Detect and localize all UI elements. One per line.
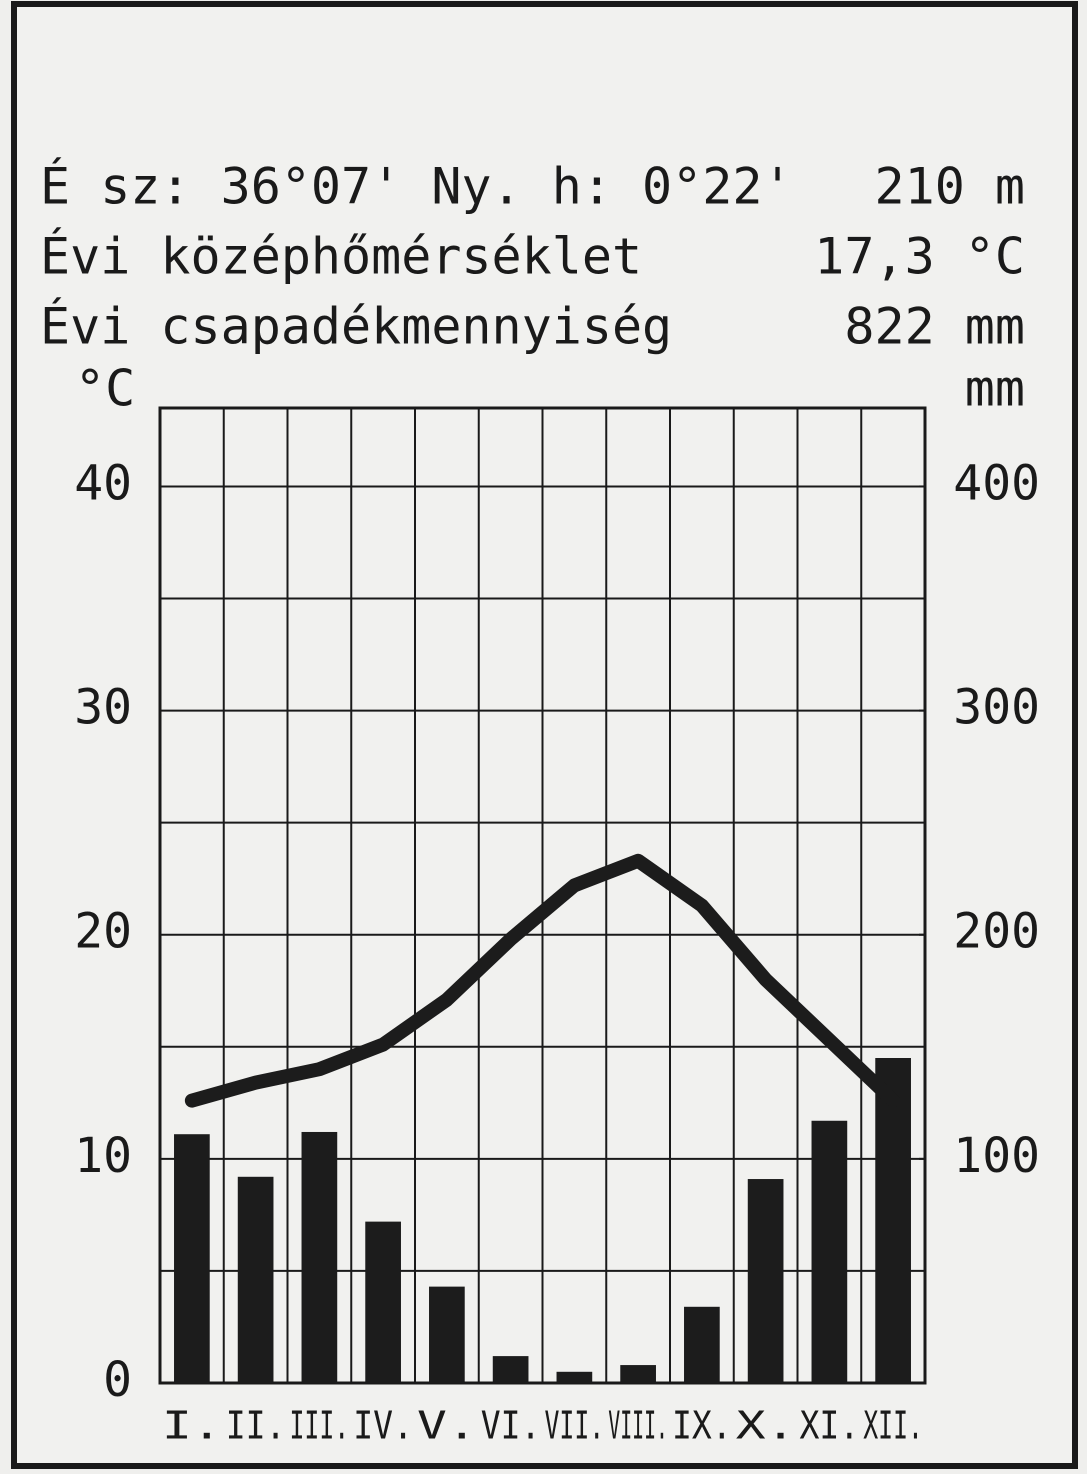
- annotation-value: 17,3 °C: [814, 228, 1025, 286]
- bar: [429, 1286, 465, 1383]
- x-tick-label: XI.: [800, 1404, 860, 1448]
- bar: [684, 1306, 720, 1383]
- x-tick-label: III.: [290, 1404, 350, 1448]
- y2-axis-label: mm: [965, 360, 1025, 418]
- bar: [620, 1365, 656, 1383]
- annotation-label: É sz: 36°07' Ny. h: 0°22': [40, 157, 793, 216]
- x-tick-label: IX.: [672, 1404, 732, 1448]
- annotation-value: 210 m: [874, 158, 1025, 216]
- y-axis-label: °C: [75, 360, 135, 418]
- annotation-value: 822 mm: [844, 298, 1025, 356]
- y-tick-label: 20: [74, 904, 132, 960]
- x-tick-label: IV.: [353, 1404, 413, 1448]
- x-tick-label: VIII.: [608, 1404, 668, 1448]
- x-tick-label: VI.: [481, 1404, 541, 1448]
- y-tick-label: 30: [74, 680, 132, 736]
- bar: [811, 1120, 848, 1383]
- bar: [556, 1371, 593, 1383]
- y2-tick-label: 400: [953, 455, 1040, 511]
- y-tick-label: 0: [103, 1352, 132, 1408]
- bar: [301, 1131, 338, 1383]
- y-tick-label: 10: [74, 1128, 132, 1184]
- x-tick-label: XII.: [863, 1404, 923, 1448]
- x-tick-label: I.: [162, 1404, 222, 1448]
- x-tick-label: V.: [417, 1404, 477, 1448]
- bar: [237, 1176, 274, 1383]
- bar: [747, 1179, 784, 1383]
- frame: [11, 1, 1078, 1469]
- temperature-line: [184, 853, 901, 1108]
- y2-tick-label: 200: [953, 904, 1040, 960]
- annotation-label: Évi csapadékmennyiség: [40, 297, 672, 356]
- annotation-label: Évi középhőmérséklet: [40, 227, 642, 286]
- bar: [365, 1221, 401, 1383]
- x-tick-label: VII.: [545, 1404, 605, 1448]
- bar: [875, 1058, 911, 1383]
- bar: [174, 1134, 210, 1383]
- y2-tick-label: 100: [953, 1128, 1040, 1184]
- plot-frame: [158, 406, 927, 1385]
- y2-tick-label: 300: [953, 680, 1040, 736]
- y-tick-label: 40: [74, 455, 132, 511]
- x-tick-label: X.: [736, 1404, 796, 1448]
- bar: [492, 1356, 529, 1383]
- x-tick-label: II.: [226, 1404, 286, 1448]
